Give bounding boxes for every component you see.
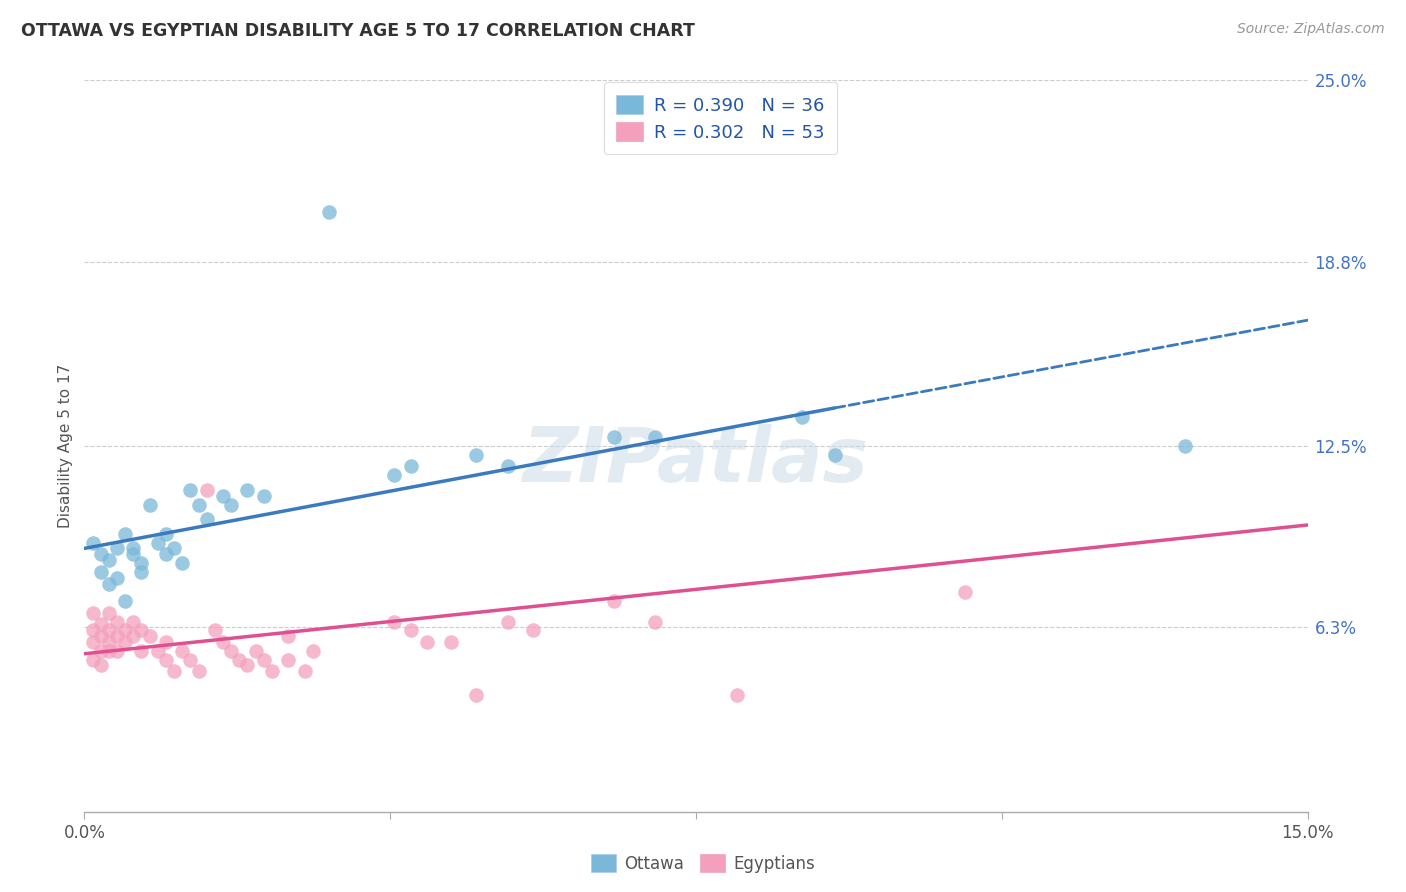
Point xyxy=(163,665,186,679)
Point xyxy=(440,635,463,649)
Point xyxy=(187,498,209,512)
Point xyxy=(464,688,486,702)
Point xyxy=(97,644,120,658)
Legend: R = 0.390   N = 36, R = 0.302   N = 53: R = 0.390 N = 36, R = 0.302 N = 53 xyxy=(603,82,838,154)
Point xyxy=(195,483,218,497)
Point xyxy=(82,606,104,620)
Point xyxy=(187,665,209,679)
Point xyxy=(114,624,136,638)
Point xyxy=(105,571,128,585)
Point xyxy=(953,585,976,599)
Point xyxy=(131,565,153,579)
Point xyxy=(90,629,112,643)
Point xyxy=(644,430,666,444)
Point xyxy=(114,594,136,608)
Point xyxy=(138,498,160,512)
Point xyxy=(301,644,323,658)
Point xyxy=(399,624,422,638)
Point xyxy=(122,615,145,629)
Point xyxy=(155,652,177,666)
Point xyxy=(90,644,112,658)
Point xyxy=(90,565,112,579)
Point xyxy=(146,644,169,658)
Y-axis label: Disability Age 5 to 17: Disability Age 5 to 17 xyxy=(58,364,73,528)
Point xyxy=(603,430,626,444)
Point xyxy=(416,635,439,649)
Point xyxy=(245,644,267,658)
Point xyxy=(498,615,520,629)
Text: OTTAWA VS EGYPTIAN DISABILITY AGE 5 TO 17 CORRELATION CHART: OTTAWA VS EGYPTIAN DISABILITY AGE 5 TO 1… xyxy=(21,22,695,40)
Point xyxy=(163,541,186,556)
Point xyxy=(105,615,128,629)
Point xyxy=(97,635,120,649)
Point xyxy=(219,644,242,658)
Point xyxy=(97,624,120,638)
Point xyxy=(236,483,259,497)
Point xyxy=(105,629,128,643)
Point xyxy=(172,644,194,658)
Point xyxy=(204,624,226,638)
Point xyxy=(131,624,153,638)
Point xyxy=(644,615,666,629)
Point xyxy=(179,652,201,666)
Point xyxy=(824,448,846,462)
Point xyxy=(138,629,160,643)
Point xyxy=(82,535,104,549)
Point xyxy=(90,658,112,673)
Point xyxy=(253,489,276,503)
Point xyxy=(105,644,128,658)
Point xyxy=(114,526,136,541)
Point xyxy=(382,468,405,483)
Legend: Ottawa, Egyptians: Ottawa, Egyptians xyxy=(583,847,823,880)
Point xyxy=(114,635,136,649)
Point xyxy=(172,556,194,570)
Point xyxy=(277,629,299,643)
Point xyxy=(253,652,276,666)
Point xyxy=(155,526,177,541)
Point xyxy=(725,688,748,702)
Point xyxy=(122,547,145,561)
Point xyxy=(82,624,104,638)
Point xyxy=(146,535,169,549)
Point xyxy=(382,615,405,629)
Point xyxy=(155,547,177,561)
Point xyxy=(318,205,340,219)
Point xyxy=(498,459,520,474)
Point xyxy=(179,483,201,497)
Point xyxy=(90,617,112,632)
Point xyxy=(155,635,177,649)
Point xyxy=(82,652,104,666)
Point xyxy=(277,652,299,666)
Point xyxy=(790,409,813,424)
Point xyxy=(97,576,120,591)
Point xyxy=(131,556,153,570)
Point xyxy=(464,448,486,462)
Point xyxy=(90,547,112,561)
Point xyxy=(82,635,104,649)
Point xyxy=(228,652,250,666)
Text: ZIPatlas: ZIPatlas xyxy=(523,424,869,498)
Point xyxy=(97,606,120,620)
Point xyxy=(603,594,626,608)
Point xyxy=(219,498,242,512)
Text: Source: ZipAtlas.com: Source: ZipAtlas.com xyxy=(1237,22,1385,37)
Point xyxy=(236,658,259,673)
Point xyxy=(294,665,316,679)
Point xyxy=(212,635,235,649)
Point xyxy=(122,541,145,556)
Point xyxy=(1174,439,1197,453)
Point xyxy=(195,512,218,526)
Point xyxy=(105,541,128,556)
Point xyxy=(131,644,153,658)
Point xyxy=(97,553,120,567)
Point xyxy=(399,459,422,474)
Point xyxy=(212,489,235,503)
Point xyxy=(522,624,544,638)
Point xyxy=(260,665,283,679)
Point xyxy=(122,629,145,643)
